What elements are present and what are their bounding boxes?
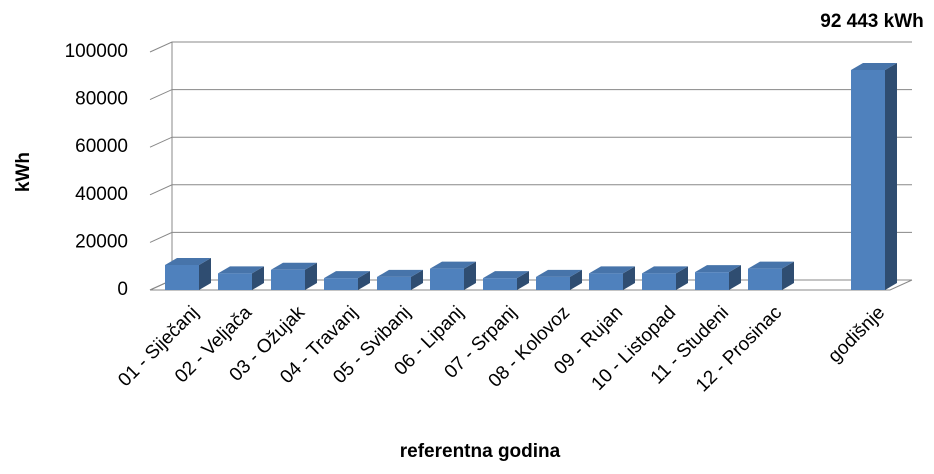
bar-front xyxy=(324,278,358,290)
value-label: 92 443 kWh xyxy=(820,11,924,32)
bar-front xyxy=(695,272,729,290)
bar-front xyxy=(271,269,305,290)
y-tick-label: 60000 xyxy=(75,136,128,157)
bar-top xyxy=(695,265,741,273)
grid-line xyxy=(149,89,912,101)
bar-front xyxy=(430,268,464,290)
bar xyxy=(536,269,582,290)
bar-top xyxy=(430,261,476,269)
bar-side xyxy=(570,269,582,290)
bar-front xyxy=(377,276,411,290)
bar xyxy=(642,266,688,290)
bar-side xyxy=(411,269,423,290)
bar-top xyxy=(483,271,529,279)
bar-side xyxy=(464,261,476,290)
grid-line xyxy=(149,136,912,148)
bar xyxy=(165,258,211,290)
bar xyxy=(377,269,423,290)
bar-top xyxy=(536,269,582,277)
bar-side xyxy=(729,265,741,290)
bar-top xyxy=(589,266,635,274)
y-axis-title: kWh xyxy=(13,152,34,192)
bar-side xyxy=(517,271,529,290)
y-tick-label: 0 xyxy=(117,279,128,300)
bar-top xyxy=(377,269,423,277)
x-tick-label: godišnje xyxy=(824,302,889,367)
bar-front xyxy=(589,273,623,290)
bar-top xyxy=(218,266,264,274)
bar-front xyxy=(165,265,199,290)
bar-front xyxy=(642,273,676,290)
bar-side xyxy=(782,261,794,290)
grid-line xyxy=(149,184,912,196)
bar xyxy=(430,261,476,290)
y-tick-label: 20000 xyxy=(75,231,128,252)
bar-side xyxy=(623,266,635,290)
grid-line xyxy=(149,231,912,243)
bar-top xyxy=(748,261,794,269)
bar-top xyxy=(271,262,317,270)
bar xyxy=(218,266,264,290)
grid-line xyxy=(149,279,912,291)
bar-front xyxy=(536,276,570,290)
x-axis-title: referentna godina xyxy=(400,441,561,462)
bar-top xyxy=(851,62,897,70)
bar-front xyxy=(218,273,252,290)
y-tick-label: 40000 xyxy=(75,184,128,205)
y-tick-label: 80000 xyxy=(75,89,128,110)
bar-side xyxy=(676,266,688,290)
bar-top xyxy=(642,266,688,274)
bar xyxy=(324,271,370,290)
bar-front xyxy=(748,268,782,290)
bar xyxy=(271,262,317,290)
bar-side xyxy=(252,266,264,290)
grid-line xyxy=(149,41,912,53)
bar-side xyxy=(885,62,897,291)
bar-side xyxy=(358,271,370,290)
bar xyxy=(851,62,897,291)
bar xyxy=(695,265,741,290)
bar xyxy=(748,261,794,290)
back-wall xyxy=(149,42,913,291)
bar-side xyxy=(199,258,211,290)
y-tick-label: 100000 xyxy=(65,41,128,62)
bar-front xyxy=(483,278,517,290)
bar-top xyxy=(165,258,211,266)
bar-front xyxy=(851,69,885,290)
bar xyxy=(589,266,635,290)
bar-side xyxy=(305,262,317,290)
bar-top xyxy=(324,271,370,279)
bar xyxy=(483,271,529,290)
